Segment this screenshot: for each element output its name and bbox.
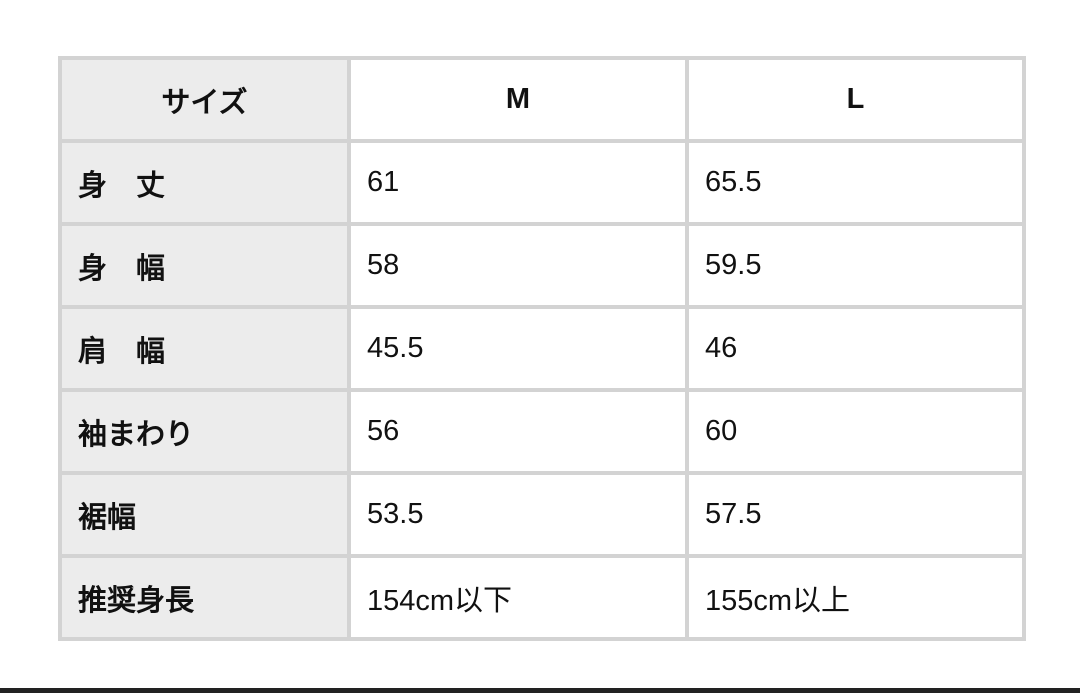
cell-l: 60 [685, 388, 1026, 475]
cell-l: 59.5 [685, 222, 1026, 309]
cell-l: 155cm以上 [685, 554, 1026, 641]
row-label: 身 幅 [58, 222, 351, 309]
row-label: 裾幅 [58, 471, 351, 558]
cell-m: 61 [347, 139, 689, 226]
size-table: サイズ M L 身 丈 61 65.5 身 幅 58 59.5 肩 幅 45.5… [58, 56, 1026, 641]
column-header-l: L [685, 56, 1026, 143]
table-row: 身 幅 58 59.5 [58, 222, 1026, 309]
table-row: 肩 幅 45.5 46 [58, 305, 1026, 392]
row-label: 袖まわり [58, 388, 351, 475]
cell-m: 154cm以下 [347, 554, 689, 641]
cell-m: 58 [347, 222, 689, 309]
table-row: 袖まわり 56 60 [58, 388, 1026, 475]
row-label: 推奨身長 [58, 554, 351, 641]
cell-l: 46 [685, 305, 1026, 392]
row-label: 肩 幅 [58, 305, 351, 392]
table-row: 推奨身長 154cm以下 155cm以上 [58, 554, 1026, 641]
cell-m: 56 [347, 388, 689, 475]
cell-m: 53.5 [347, 471, 689, 558]
table-row: 身 丈 61 65.5 [58, 139, 1026, 226]
column-header-m: M [347, 56, 689, 143]
cell-l: 65.5 [685, 139, 1026, 226]
cell-m: 45.5 [347, 305, 689, 392]
table-header-row: サイズ M L [58, 56, 1026, 143]
size-header-cell: サイズ [58, 56, 351, 143]
cell-l: 57.5 [685, 471, 1026, 558]
bottom-divider [0, 688, 1080, 693]
table-row: 裾幅 53.5 57.5 [58, 471, 1026, 558]
row-label: 身 丈 [58, 139, 351, 226]
